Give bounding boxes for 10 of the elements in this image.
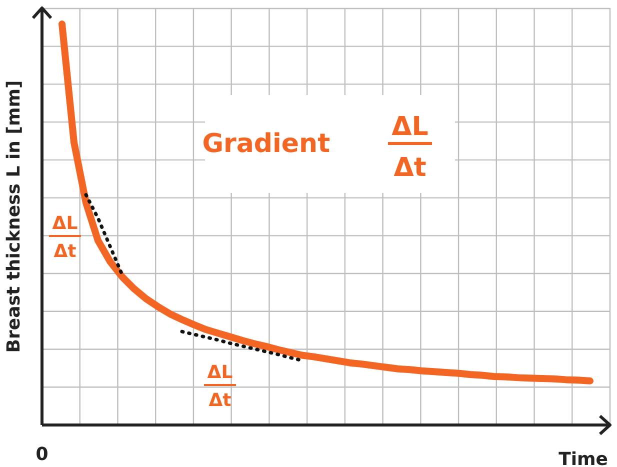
annotation: Gradient xyxy=(202,129,330,159)
text: 0 xyxy=(36,444,48,465)
annotation: ΔL xyxy=(52,213,78,234)
annotation: Δt xyxy=(54,241,77,262)
annotation: Δt xyxy=(394,153,426,183)
x-axis-title: Time xyxy=(558,449,608,467)
y-axis-title: Breast thickness L in [mm] xyxy=(3,80,24,353)
annotation: ΔL xyxy=(207,362,233,383)
annotation: Δt xyxy=(208,390,232,411)
annotation: ΔL xyxy=(392,112,428,142)
